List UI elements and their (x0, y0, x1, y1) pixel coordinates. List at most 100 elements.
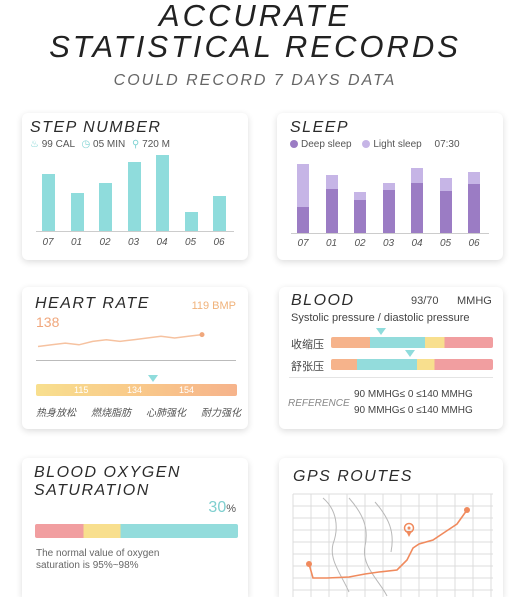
step-bar (156, 155, 169, 231)
sleep-card-title: SLEEP (290, 119, 350, 136)
oxygen-title-line1: BLOOD OXYGEN (34, 464, 181, 481)
step-stat-minutes: 05 MIN (93, 139, 126, 150)
diastolic-bar (331, 359, 493, 370)
location-pin-icon (403, 522, 415, 537)
hero-title-line1: ACCURATE (158, 0, 352, 33)
sleep-time: 07:30 (434, 139, 460, 150)
heart-rate-line-chart (37, 332, 205, 348)
step-stats: ♨ 99 CAL ◷ 05 MIN ⚲ 720 M (30, 139, 170, 150)
heart-scale-154: 154 (179, 385, 195, 395)
heart-bmp: 119 BMP (191, 300, 236, 312)
clock-icon: ◷ (81, 139, 91, 150)
step-x-label: 03 (127, 237, 140, 248)
oxygen-unit: % (226, 503, 236, 515)
gps-card-title: GPS ROUTES (293, 468, 413, 485)
gps-routes-card: GPS ROUTES (279, 458, 503, 597)
oxygen-title-line2: SATURATION (34, 482, 150, 499)
blood-oxygen-card: BLOOD OXYGEN SATURATION 30% The normal v… (22, 458, 248, 597)
sleep-x-label: 04 (411, 238, 423, 249)
zone-cardio: 心肺强化 (146, 408, 186, 419)
diastolic-pointer-icon (405, 350, 415, 357)
sleep-bar-deep (325, 189, 338, 233)
oxygen-bar (35, 524, 238, 538)
gps-start-icon (306, 561, 312, 567)
step-bar (99, 182, 112, 231)
step-bar (184, 211, 198, 231)
step-bar (42, 173, 55, 231)
hero-subtitle: COULD RECORD 7 DAYS DATA (113, 72, 397, 89)
heart-rate-line (37, 333, 203, 348)
heart-scale-134: 134 (127, 385, 143, 395)
step-x-label: 07 (42, 237, 54, 248)
zone-warmup: 热身放松 (36, 408, 76, 419)
oxygen-note-line2: saturation is 95%~98% (36, 560, 139, 571)
legend-deep-sleep: Deep sleep (301, 139, 352, 150)
sleep-bar-deep (439, 191, 452, 233)
step-x-label: 01 (70, 237, 83, 248)
zone-endurance: 耐力强化 (201, 408, 241, 419)
deep-sleep-dot-icon (290, 140, 298, 149)
gps-end-icon (464, 507, 470, 513)
heart-baseline (36, 360, 236, 361)
sleep-axis-line (291, 233, 489, 234)
sleep-x-label: 06 (468, 238, 480, 249)
oxygen-value: 30 (208, 499, 227, 516)
sleep-bar-light (468, 171, 480, 184)
blood-subtitle: Systolic pressure / diastolic pressure (291, 312, 470, 324)
step-x-label: 04 (156, 237, 168, 248)
sleep-x-label: 03 (382, 238, 395, 249)
sleep-bar-light (439, 178, 452, 192)
sleep-bar-deep (468, 183, 480, 233)
zone-fat-burn: 燃烧脂肪 (91, 408, 131, 419)
sleep-bar-light (382, 182, 395, 191)
sleep-bar-light (325, 175, 338, 190)
sleep-bar-light (411, 167, 423, 183)
reference-label: REFERENCE (288, 398, 350, 409)
heart-zone-bar (36, 384, 237, 396)
sleep-x-label: 02 (354, 238, 366, 249)
blood-reading: 93/70 (411, 295, 439, 307)
heart-scale-115: 115 (74, 385, 89, 395)
step-x-label: 02 (99, 237, 111, 248)
location-pin-icon: ⚲ (132, 139, 140, 150)
step-bar (70, 193, 84, 231)
reference-line-1: 90 MMHG≤ 0 ≤140 MMHG (354, 389, 473, 400)
step-number-card: STEP NUMBER ♨ 99 CAL ◷ 05 MIN ⚲ 720 M 07… (22, 113, 248, 260)
heart-rate-card: HEART RATE 119 BMP 138 115 134 154 热身放松 … (22, 287, 248, 429)
sleep-bar-deep (354, 199, 366, 233)
sleep-stacked-bar-chart: 07 01 02 03 04 05 06 (277, 113, 503, 260)
step-x-label: 06 (213, 237, 225, 248)
gps-grid (292, 493, 493, 597)
oxygen-value-group: 30% (208, 499, 236, 517)
light-sleep-dot-icon (362, 140, 371, 149)
diastolic-label: 舒张压 (291, 361, 324, 373)
heart-zone-labels: 热身放松 燃烧脂肪 心肺强化 耐力强化 (36, 404, 241, 419)
hero-title-line2: STATISTICAL RECORDS (49, 29, 461, 64)
step-stat-calories: 99 CAL (41, 139, 75, 150)
legend-light-sleep: Light sleep (373, 139, 422, 150)
flame-icon: ♨ (30, 139, 39, 150)
sleep-bar-light (354, 192, 366, 200)
systolic-bar (331, 337, 493, 348)
sleep-x-label: 01 (325, 238, 338, 249)
blood-pressure-card: BLOOD 93/70 MMHG Systolic pressure / dia… (279, 287, 503, 429)
step-bar (127, 162, 141, 231)
sleep-x-label: 07 (297, 238, 309, 249)
gps-map (292, 493, 493, 597)
sleep-x-label: 05 (439, 238, 452, 249)
heart-card-title: HEART RATE (35, 295, 150, 312)
blood-card-title: BLOOD (291, 292, 355, 309)
systolic-pointer-icon (376, 328, 386, 335)
heart-rate-end-point (199, 332, 205, 338)
step-bar (213, 196, 226, 231)
sleep-bar-deep (297, 207, 309, 233)
sleep-bar-deep (411, 182, 423, 233)
step-bar-chart: 07 01 02 03 04 05 06 (22, 113, 248, 260)
sleep-bar-light (297, 164, 309, 208)
sleep-card: SLEEP Deep sleep Light sleep 07:30 07 01 0… (277, 113, 503, 260)
heart-current-value: 138 (36, 314, 60, 330)
gps-map-outline (322, 497, 393, 597)
heart-pointer-icon (148, 375, 158, 382)
oxygen-note-line1: The normal value of oxygen (36, 548, 160, 559)
systolic-label: 收缩压 (291, 339, 324, 351)
